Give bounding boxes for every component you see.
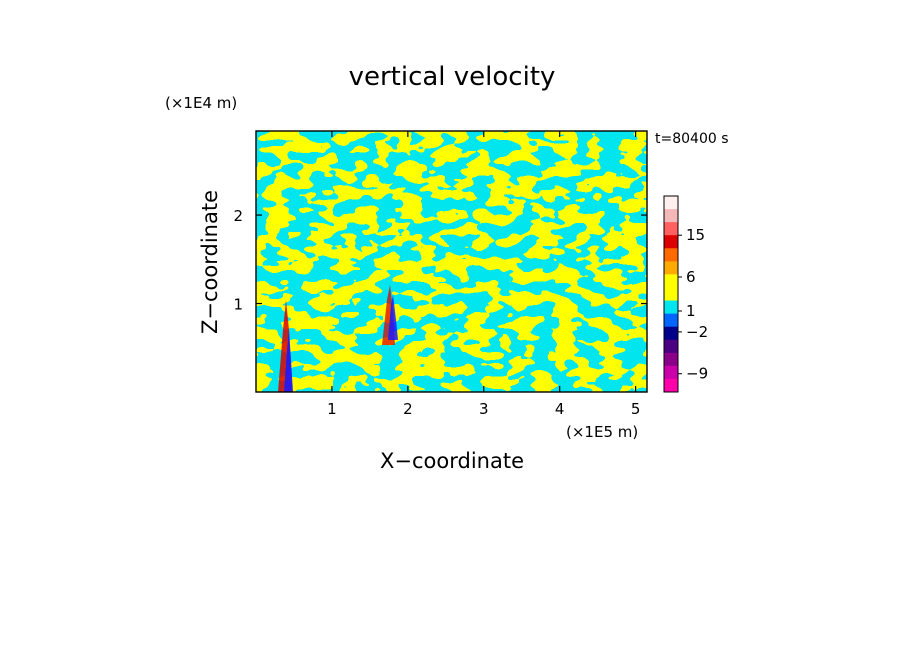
colorbar-swatch	[664, 274, 678, 288]
colorbar-frame	[663, 195, 679, 393]
plot-frame	[255, 130, 648, 393]
x-unit-label: (×1E5 m)	[566, 423, 638, 441]
downdraft-streak-2	[388, 295, 398, 340]
x-tick-label: 5	[631, 400, 641, 418]
colorbar-swatch	[664, 261, 678, 275]
time-label: t=80400 s	[655, 131, 729, 147]
colorbar-swatch	[664, 313, 678, 327]
plot-area	[256, 131, 647, 392]
colorbar-swatch	[664, 365, 678, 380]
colorbar-swatch	[664, 378, 678, 393]
colorbar-swatch	[664, 352, 678, 367]
colorbar-swatch	[664, 196, 678, 210]
colorbar-tick-label: 6	[686, 268, 696, 286]
y-axis-label: Z−coordinate	[198, 190, 222, 334]
colorbar-swatch	[664, 300, 678, 314]
x-tick-label: 1	[327, 400, 337, 418]
y-tick-label: 1	[233, 296, 243, 314]
colorbar-swatch	[664, 248, 678, 262]
colorbar-swatch	[664, 222, 678, 236]
downdraft-streak-1	[284, 330, 293, 392]
colorbar-swatch	[664, 209, 678, 223]
colorbar: 15 6 1 −2 −9	[663, 195, 708, 393]
y-axis-ticks: 12	[233, 207, 647, 314]
x-tick-label: 2	[403, 400, 413, 418]
y-unit-label: (×1E4 m)	[165, 94, 237, 112]
x-axis-label: X−coordinate	[380, 449, 524, 473]
colorbar-swatch	[664, 287, 678, 301]
x-tick-label: 3	[479, 400, 489, 418]
x-axis-ticks: 1 2 3 4 5	[327, 131, 640, 418]
colorbar-swatch	[664, 235, 678, 249]
heatmap-field	[256, 131, 647, 392]
y-tick-label: 2	[233, 207, 243, 225]
strong-updrafts	[278, 285, 398, 392]
colorbar-tick-label: −9	[686, 365, 708, 383]
chart-title: vertical velocity	[349, 62, 556, 92]
colorbar-swatch	[664, 339, 678, 354]
colorbar-tick-label: 1	[686, 302, 696, 320]
colorbar-tick-label: 15	[686, 226, 705, 244]
x-tick-label: 4	[555, 400, 565, 418]
colorbar-tick-label: −2	[686, 323, 708, 341]
colorbar-swatch	[664, 326, 678, 341]
